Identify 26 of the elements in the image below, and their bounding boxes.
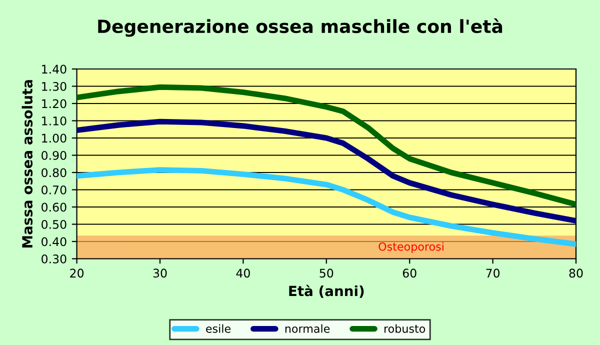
y-tick-label: 1.00 <box>42 134 66 143</box>
legend-label: normale <box>285 324 330 333</box>
y-tick-label: 1.40 <box>42 64 66 74</box>
band-label: Osteoporosi <box>378 242 444 253</box>
legend-label: robusto <box>384 324 426 333</box>
y-tick-label: 0.60 <box>42 202 66 212</box>
y-tick-label: 0.80 <box>42 168 66 178</box>
y-tick-label: 0.40 <box>42 237 66 246</box>
y-tick-label: 1.20 <box>42 99 66 108</box>
x-tick-label: 60 <box>402 268 416 278</box>
y-tick-label: 0.90 <box>42 150 66 160</box>
y-tick-label: 0.50 <box>42 220 66 229</box>
x-tick-label: 20 <box>70 268 84 278</box>
x-tick-label: 70 <box>486 268 500 278</box>
y-tick-label: 0.70 <box>42 185 66 194</box>
chart-title: Degenerazione ossea maschile con l'età <box>98 18 502 37</box>
x-axis-title: Età (anni) <box>289 284 364 298</box>
y-tick-label: 1.30 <box>42 82 66 91</box>
y-tick-label: 1.10 <box>42 116 66 126</box>
legend-label: esile <box>206 324 230 333</box>
y-tick-label: 0.30 <box>42 254 66 264</box>
x-tick-label: 30 <box>153 268 167 278</box>
x-tick-label: 80 <box>569 268 583 278</box>
y-axis-title: Massa ossea assoluta <box>22 80 33 248</box>
x-tick-label: 50 <box>320 268 334 278</box>
x-tick-label: 40 <box>236 268 250 278</box>
